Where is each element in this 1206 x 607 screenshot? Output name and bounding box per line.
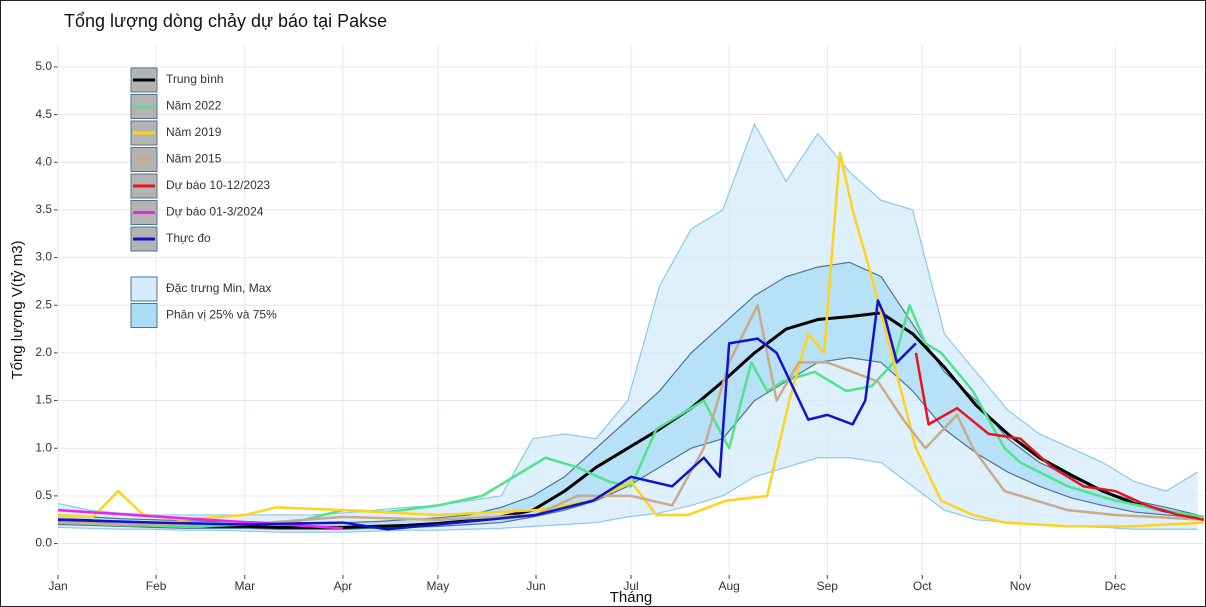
x-tick-label: Dec: [1105, 579, 1126, 593]
legend-label: Dự báo 10-12/2023: [166, 178, 270, 192]
y-tick-label: 3.0: [35, 250, 52, 264]
y-tick-label: 0.0: [35, 536, 52, 550]
legend-label: Dự báo 01-3/2024: [166, 205, 264, 219]
legend-label: Thực đo: [166, 231, 211, 245]
legend-key: [130, 276, 158, 302]
x-tick-label: Aug: [718, 579, 739, 593]
x-tick-label: Apr: [334, 579, 353, 593]
band-area: [58, 262, 1198, 530]
y-tick-label: 0.5: [35, 488, 52, 502]
x-tick-label: Feb: [146, 579, 167, 593]
legend-label: Năm 2019: [166, 125, 222, 139]
series-line: [57, 311, 1198, 529]
y-tick-label: 2.5: [35, 297, 52, 311]
y-tick-label: 3.5: [35, 202, 52, 216]
series-line: [57, 303, 1205, 526]
x-tick-label: Jul: [623, 579, 638, 593]
x-tick-label: Nov: [1010, 579, 1031, 593]
series-line: [57, 303, 1205, 528]
x-tick-label: Jun: [526, 579, 545, 593]
chart-title: Tổng lượng dòng chảy dự báo tại Pakse: [64, 11, 387, 31]
y-tick-label: 1.5: [35, 393, 52, 407]
series-line: [57, 508, 343, 530]
legend-label: Năm 2022: [166, 99, 222, 113]
y-tick-label: 1.0: [35, 440, 52, 454]
y-axis-label: Tổng lượng V(tỷ m3): [9, 240, 26, 379]
legend-key: [130, 303, 158, 328]
x-tick-label: Jan: [48, 579, 67, 593]
series-line: [57, 299, 917, 531]
x-axis-label: Tháng: [610, 589, 653, 606]
x-tick-label: May: [427, 579, 450, 593]
legend-label: Trung bình: [166, 72, 224, 86]
x-tick-label: Mar: [234, 579, 255, 593]
series-line: [57, 151, 1205, 528]
y-tick-label: 2.0: [35, 345, 52, 359]
x-tick-label: Sep: [817, 579, 839, 593]
y-tick-label: 5.0: [35, 59, 52, 73]
series-line: [914, 352, 1205, 521]
y-tick-label: 4.0: [35, 154, 52, 168]
legend-label: Phân vị 25% và 75%: [166, 308, 277, 322]
y-tick-label: 4.5: [35, 107, 52, 121]
legend-label: Năm 2015: [166, 152, 222, 166]
x-tick-label: Oct: [913, 579, 932, 593]
legend-label: Đặc trưng Min, Max: [166, 281, 271, 295]
